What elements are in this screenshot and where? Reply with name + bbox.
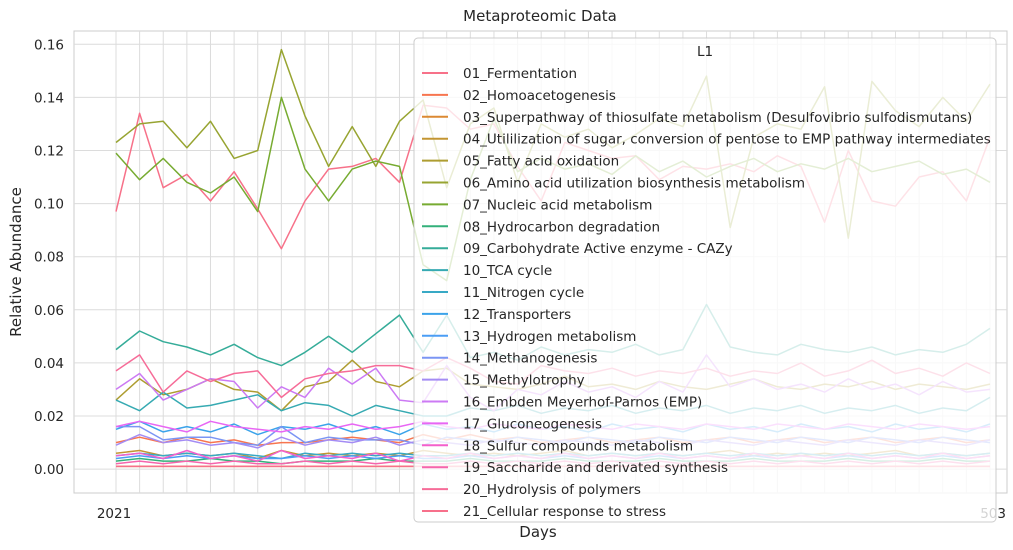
legend-title: L1 bbox=[697, 44, 713, 60]
x-tick-label: 2021 bbox=[97, 506, 131, 522]
chart-title: Metaproteomic Data bbox=[463, 7, 617, 25]
legend-label: 05_Fatty acid oxidation bbox=[463, 154, 619, 170]
legend-label: 15_Methylotrophy bbox=[463, 373, 585, 389]
legend-label: 01_Fermentation bbox=[463, 66, 577, 82]
legend-label: 10_TCA cycle bbox=[463, 263, 552, 279]
y-tick-label: 0.08 bbox=[34, 250, 64, 266]
legend-label: 21_Cellular response to stress bbox=[463, 504, 666, 520]
legend-label: 11_Nitrogen cycle bbox=[463, 285, 584, 301]
y-tick-label: 0.00 bbox=[34, 462, 64, 478]
legend-label: 14_Methanogenesis bbox=[463, 351, 597, 367]
legend-label: 16_Embden Meyerhof-Parnos (EMP) bbox=[463, 395, 702, 411]
x-axis-title: Days bbox=[519, 523, 557, 541]
y-axis-title: Relative Abundance bbox=[7, 187, 25, 337]
y-tick-label: 0.04 bbox=[34, 356, 64, 372]
legend-label: 04_Utililization of sugar, conversion of… bbox=[463, 132, 991, 148]
legend-label: 06_Amino acid utilization biosynthesis m… bbox=[463, 176, 805, 192]
y-tick-label: 0.10 bbox=[34, 197, 64, 213]
legend-label: 13_Hydrogen metabolism bbox=[463, 329, 636, 345]
legend: L1 01_Fermentation 02_Homoacetogenesis 03_… bbox=[413, 37, 997, 523]
legend-label: 18_Sulfur compounds metabolism bbox=[463, 438, 693, 454]
y-tick-label: 0.02 bbox=[34, 409, 64, 425]
y-tick-label: 0.16 bbox=[34, 37, 64, 53]
legend-label: 20_Hydrolysis of polymers bbox=[463, 482, 641, 498]
legend-frame bbox=[413, 37, 997, 523]
legend-label: 02_Homoacetogenesis bbox=[463, 88, 616, 104]
legend-label: 09_Carbohydrate Active enzyme - CAZy bbox=[463, 241, 733, 257]
y-tick-label: 0.14 bbox=[34, 90, 64, 106]
y-tick-label: 0.06 bbox=[34, 303, 64, 319]
legend-label: 17_Gluconeogenesis bbox=[463, 416, 602, 432]
legend-label: 03_Superpathway of thiosulfate metabolis… bbox=[463, 110, 972, 126]
legend-label: 07_Nucleic acid metabolism bbox=[463, 197, 652, 213]
y-tick-labels: 0.00 0.02 0.04 0.06 0.08 0.10 0.12 0.14 0.16 bbox=[34, 37, 64, 478]
y-tick-label: 0.12 bbox=[34, 143, 64, 159]
legend-label: 12_Transporters bbox=[463, 307, 571, 323]
legend-label: 08_Hydrocarbon degradation bbox=[463, 219, 660, 235]
legend-label: 19_Saccharide and derivated synthesis bbox=[463, 460, 728, 476]
legend-entries: 01_Fermentation 02_Homoacetogenesis 03_Sup… bbox=[422, 66, 991, 520]
